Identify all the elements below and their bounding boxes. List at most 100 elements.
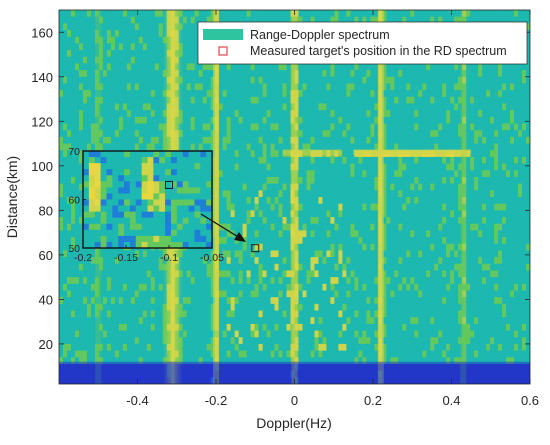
heatmap-cell	[390, 190, 395, 198]
heatmap-cell	[130, 250, 136, 258]
heatmap-cell	[114, 16, 120, 24]
heatmap-cell	[422, 217, 427, 225]
heatmap-cell	[494, 176, 499, 185]
heatmap-cell	[118, 63, 124, 71]
heatmap-cell	[150, 270, 156, 278]
heatmap-cell	[374, 110, 379, 118]
heatmap-cell	[434, 76, 439, 85]
heatmap-cell	[410, 136, 415, 145]
heatmap-cell	[466, 270, 471, 278]
heatmap-cell	[114, 103, 120, 111]
heatmap-cell	[154, 76, 160, 85]
heatmap-cell	[274, 150, 280, 158]
heatmap-cell	[266, 277, 272, 285]
heatmap-cell	[306, 123, 312, 131]
heatmap-cell	[110, 43, 116, 51]
heatmap-cell	[318, 203, 324, 211]
heatmap-cell	[366, 10, 371, 18]
heatmap-cell	[398, 183, 403, 191]
heatmap-cell	[482, 243, 487, 252]
heatmap-cell	[86, 70, 92, 78]
heatmap-cell	[318, 76, 324, 85]
heatmap-cell	[326, 110, 332, 118]
heatmap-cell	[422, 163, 427, 171]
heatmap-cell	[302, 257, 308, 265]
heatmap-cell	[102, 96, 108, 105]
heatmap-cell	[90, 36, 96, 44]
heatmap-cell	[242, 243, 248, 252]
heatmap-cell	[238, 283, 244, 292]
heatmap-cell	[158, 116, 164, 125]
heatmap-cell	[434, 283, 439, 292]
heatmap-cell	[370, 110, 375, 118]
heatmap-cell	[78, 116, 84, 125]
heatmap-cell	[98, 290, 104, 298]
heatmap-cell	[430, 270, 435, 278]
heatmap-cell	[430, 176, 435, 185]
heatmap-cell	[118, 83, 124, 91]
heatmap-cell	[66, 190, 72, 198]
heatmap-cell	[110, 103, 116, 111]
heatmap-cell	[114, 36, 120, 44]
heatmap-cell	[266, 16, 272, 24]
heatmap-cell	[210, 70, 216, 78]
heatmap-cell	[158, 250, 164, 258]
heatmap-cell	[106, 76, 112, 85]
heatmap-cell	[234, 263, 240, 272]
heatmap-cell	[262, 136, 268, 145]
heatmap-cell	[246, 63, 252, 71]
heatmap-cell	[434, 70, 439, 78]
heatmap-cell	[78, 156, 84, 165]
heatmap-cell	[346, 197, 351, 205]
heatmap-cell	[498, 283, 503, 292]
heatmap-cell	[278, 156, 284, 165]
heatmap-cell	[78, 30, 84, 38]
heatmap-cell	[246, 250, 252, 258]
heatmap-cell	[502, 116, 507, 125]
heatmap-cell	[514, 257, 519, 265]
heatmap-cell	[250, 203, 256, 211]
heatmap-cell	[110, 90, 116, 98]
heatmap-cell	[314, 243, 320, 252]
heatmap-cell	[218, 83, 224, 91]
heatmap-cell	[458, 257, 463, 265]
heatmap-cell	[94, 110, 100, 118]
heatmap-cell	[94, 50, 100, 58]
heatmap-cell	[486, 143, 491, 151]
heatmap-cell	[322, 130, 328, 138]
heatmap-cell	[438, 190, 443, 198]
heatmap-cell	[390, 96, 395, 105]
heatmap-cell	[506, 170, 511, 178]
heatmap-cell	[382, 230, 387, 238]
heatmap-cell	[506, 90, 511, 98]
heatmap-cell	[78, 150, 84, 158]
heatmap-cell	[522, 150, 527, 158]
heatmap-cell	[130, 50, 136, 58]
heatmap-cell	[302, 270, 308, 278]
heatmap-cell	[382, 270, 387, 278]
heatmap-cell	[366, 243, 371, 252]
heatmap-cell	[482, 163, 487, 171]
heatmap-cell	[62, 170, 68, 178]
heatmap-cell	[402, 16, 407, 24]
heatmap-cell	[466, 237, 471, 245]
heatmap-cell	[218, 130, 224, 138]
heatmap-cell	[258, 250, 264, 258]
heatmap-cell	[474, 283, 479, 292]
heatmap-cell	[402, 70, 407, 78]
heatmap-cell	[498, 70, 503, 78]
heatmap-cell	[142, 70, 148, 78]
heatmap-cell	[258, 270, 264, 278]
heatmap-cell	[142, 23, 148, 31]
heatmap-cell	[462, 130, 467, 138]
heatmap-cell	[338, 76, 343, 85]
heatmap-cell	[346, 270, 351, 278]
heatmap-cell	[102, 63, 108, 71]
heatmap-cell	[66, 277, 72, 285]
heatmap-cell	[310, 270, 316, 278]
heatmap-cell	[382, 223, 387, 231]
heatmap-cell	[370, 156, 375, 165]
heatmap-cell	[122, 50, 128, 58]
heatmap-cell	[442, 176, 447, 185]
heatmap-cell	[118, 283, 124, 292]
